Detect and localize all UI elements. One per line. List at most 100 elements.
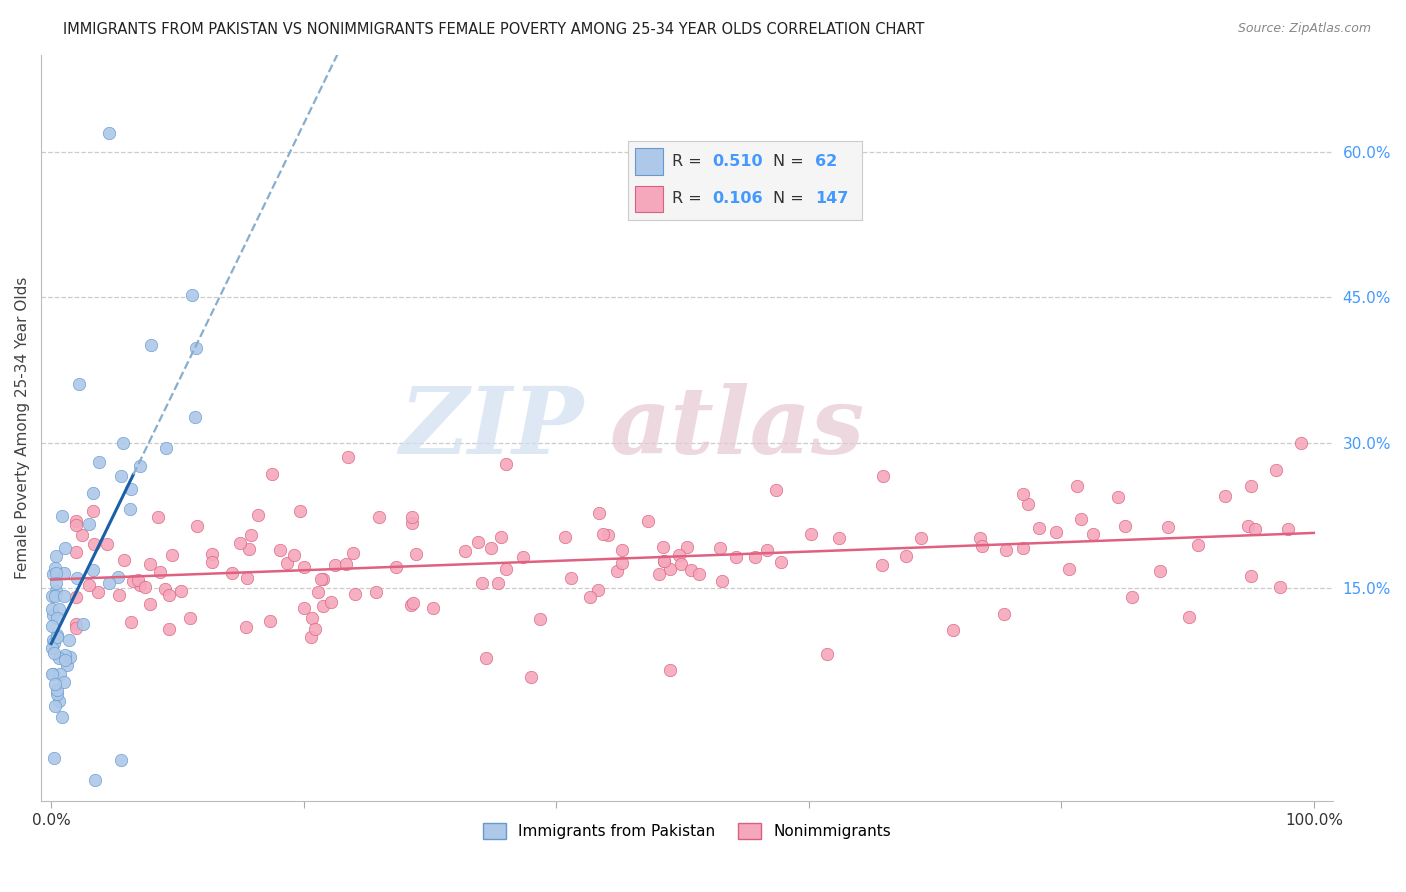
Point [312, 599, 335, 613]
Point [70, 528, 93, 542]
Point [44, 751, 66, 765]
Point [48, 694, 70, 708]
Point [42, 607, 65, 622]
Text: R =: R = [672, 154, 707, 169]
Point [58, 632, 80, 647]
Point [259, 614, 281, 628]
Point [186, 518, 208, 533]
Point [120, 482, 142, 496]
Point [45, 683, 67, 698]
Point [299, 630, 322, 644]
Point [401, 596, 423, 610]
Point [486, 576, 509, 591]
Point [1081, 527, 1104, 541]
Point [942, 623, 965, 637]
Point [134, 580, 156, 594]
Point [304, 622, 326, 636]
Point [53, 541, 76, 555]
Point [744, 550, 766, 565]
Point [596, 528, 619, 542]
Point [41, 589, 63, 603]
Point [96, 537, 118, 551]
Point [41, 602, 63, 616]
Point [288, 503, 311, 517]
Point [675, 541, 697, 555]
Point [44, 589, 66, 603]
Point [283, 549, 305, 563]
Point [46, 687, 69, 701]
Point [45, 566, 67, 580]
Point [1289, 435, 1312, 450]
Point [710, 574, 733, 588]
Point [155, 442, 177, 456]
Point [1265, 463, 1288, 477]
Legend: Immigrants from Pakistan, Nonimmigrants: Immigrants from Pakistan, Nonimmigrants [477, 817, 897, 846]
Point [65, 515, 87, 529]
Point [1059, 562, 1081, 576]
Point [471, 576, 494, 591]
Point [65, 590, 87, 604]
Point [201, 555, 224, 569]
Point [82, 504, 104, 518]
Point [84, 772, 107, 787]
Point [1240, 568, 1263, 582]
Point [128, 578, 150, 592]
Point [401, 510, 423, 524]
Point [153, 582, 176, 597]
Point [97, 575, 120, 590]
Point [1107, 490, 1129, 504]
Point [55, 658, 77, 673]
Point [651, 541, 673, 555]
Text: atlas: atlas [609, 383, 865, 473]
Point [1011, 486, 1033, 500]
Point [44, 677, 66, 691]
Point [422, 601, 444, 615]
Point [554, 530, 576, 544]
Point [679, 563, 702, 577]
Point [221, 566, 243, 580]
Point [72, 617, 94, 632]
Point [336, 450, 359, 464]
Text: 0.510: 0.510 [713, 154, 763, 169]
Point [520, 670, 543, 684]
Point [45, 584, 67, 599]
Point [44, 561, 66, 575]
Point [367, 510, 389, 524]
Point [765, 483, 787, 498]
Point [157, 622, 180, 636]
Point [669, 558, 692, 572]
Point [828, 531, 851, 545]
Point [401, 516, 423, 530]
Point [668, 548, 690, 562]
Point [1070, 511, 1092, 525]
Point [312, 572, 335, 586]
Point [238, 541, 260, 556]
Point [129, 458, 152, 473]
Point [111, 436, 134, 450]
Point [65, 545, 87, 559]
Text: R =: R = [672, 191, 707, 206]
Point [41, 666, 63, 681]
Point [1114, 519, 1136, 533]
Point [44, 636, 66, 650]
Point [1277, 522, 1299, 536]
Point [560, 571, 582, 585]
Point [77, 577, 100, 591]
Point [239, 528, 262, 542]
Point [637, 514, 659, 528]
Point [87, 584, 110, 599]
Point [53, 653, 76, 667]
Point [42, 667, 65, 681]
Point [48, 602, 70, 616]
Point [65, 571, 87, 585]
Point [83, 537, 105, 551]
Point [45, 575, 67, 590]
Point [910, 531, 932, 545]
Point [262, 467, 284, 481]
Point [343, 587, 366, 601]
Point [1066, 479, 1088, 493]
Point [179, 611, 201, 625]
Point [89, 455, 111, 469]
Point [79, 517, 101, 532]
Point [512, 550, 534, 565]
